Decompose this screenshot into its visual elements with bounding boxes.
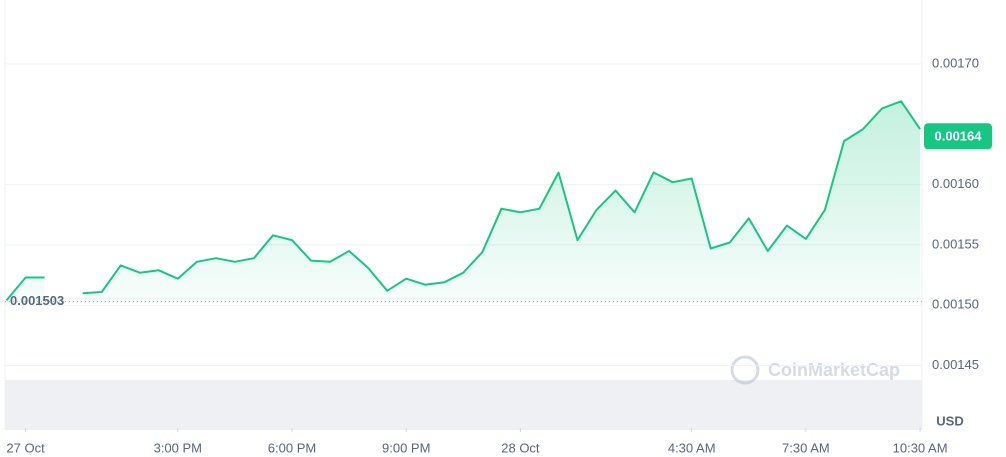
x-tick-label: 28 Oct bbox=[501, 440, 540, 455]
x-tick-label: 3:00 PM bbox=[154, 440, 202, 455]
volume-area bbox=[5, 380, 922, 430]
watermark-text: CoinMarketCap bbox=[768, 360, 900, 380]
x-tick-label: 7:30 AM bbox=[782, 440, 830, 455]
y-tick-label: 0.00150 bbox=[932, 297, 979, 312]
y-tick-label: 0.00160 bbox=[932, 176, 979, 191]
watermark: CoinMarketCap bbox=[730, 355, 900, 385]
y-unit: USD bbox=[936, 413, 963, 428]
x-tick-label: 27 Oct bbox=[6, 440, 45, 455]
price-line bbox=[5, 100, 921, 302]
y-tick-label: 0.00155 bbox=[932, 236, 979, 251]
x-tick-label: 6:00 PM bbox=[268, 440, 316, 455]
current-price-label: 0.00164 bbox=[935, 129, 983, 144]
current-price-badge bbox=[924, 123, 992, 150]
y-tick-label: 0.00145 bbox=[932, 357, 979, 372]
x-tick-label: 10:30 AM bbox=[893, 440, 948, 455]
x-tick-label: 4:30 AM bbox=[668, 440, 716, 455]
y-tick-label: 0.00170 bbox=[932, 55, 979, 70]
x-tick-label: 9:00 PM bbox=[382, 440, 430, 455]
area bbox=[6, 101, 921, 302]
